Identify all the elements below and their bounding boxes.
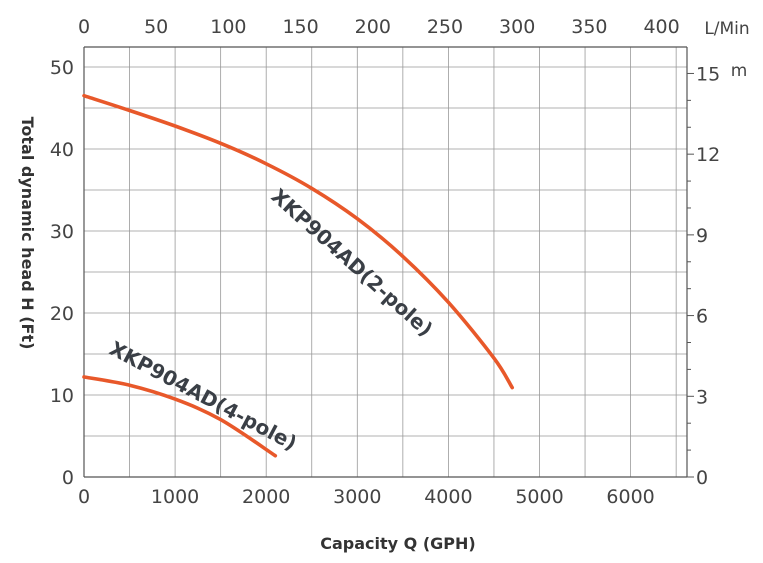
top-tick-label: 300: [499, 16, 535, 38]
right-tick-label: 15: [696, 63, 720, 85]
top-tick-label: 250: [427, 16, 463, 38]
x-tick-label: 6000: [606, 486, 654, 508]
right-tick-label: 0: [696, 467, 708, 489]
y-tick-label: 0: [62, 467, 74, 489]
right-axis-unit: m: [731, 61, 748, 81]
y-tick-label: 20: [50, 303, 74, 325]
curve-4-pole: [82, 375, 278, 458]
top-tick-label: 350: [571, 16, 607, 38]
y-tick-label: 10: [50, 385, 74, 407]
plot-frame: [83, 46, 694, 478]
y-axis-title: Total dynamic head H (Ft): [18, 117, 37, 350]
top-tick-label: 200: [355, 16, 391, 38]
x-tick-label: 2000: [242, 486, 290, 508]
right-tick-label: 3: [696, 386, 708, 408]
grid: [84, 47, 687, 477]
curves: [82, 93, 514, 458]
x-tick-label: 5000: [515, 486, 563, 508]
y-tick-label: 50: [50, 57, 74, 79]
x-tick-label: 3000: [333, 486, 381, 508]
x-tick-label: 1000: [151, 486, 199, 508]
right-tick-label: 9: [696, 225, 708, 247]
y-tick-label: 40: [50, 139, 74, 161]
x-tick-label: 0: [78, 486, 90, 508]
top-tick-label: 400: [643, 16, 679, 38]
right-tick-label: 6: [696, 306, 708, 328]
top-tick-label: 150: [282, 16, 318, 38]
y-tick-label: 30: [50, 221, 74, 243]
top-tick-label: 100: [210, 16, 246, 38]
top-axis-unit: L/Min: [704, 19, 749, 39]
top-tick-label: 0: [78, 16, 90, 38]
right-tick-label: 12: [696, 144, 720, 166]
x-axis-title: Capacity Q (GPH): [320, 534, 475, 553]
top-tick-label: 50: [144, 16, 168, 38]
curve-2-pole: [82, 93, 514, 390]
x-tick-label: 4000: [424, 486, 472, 508]
